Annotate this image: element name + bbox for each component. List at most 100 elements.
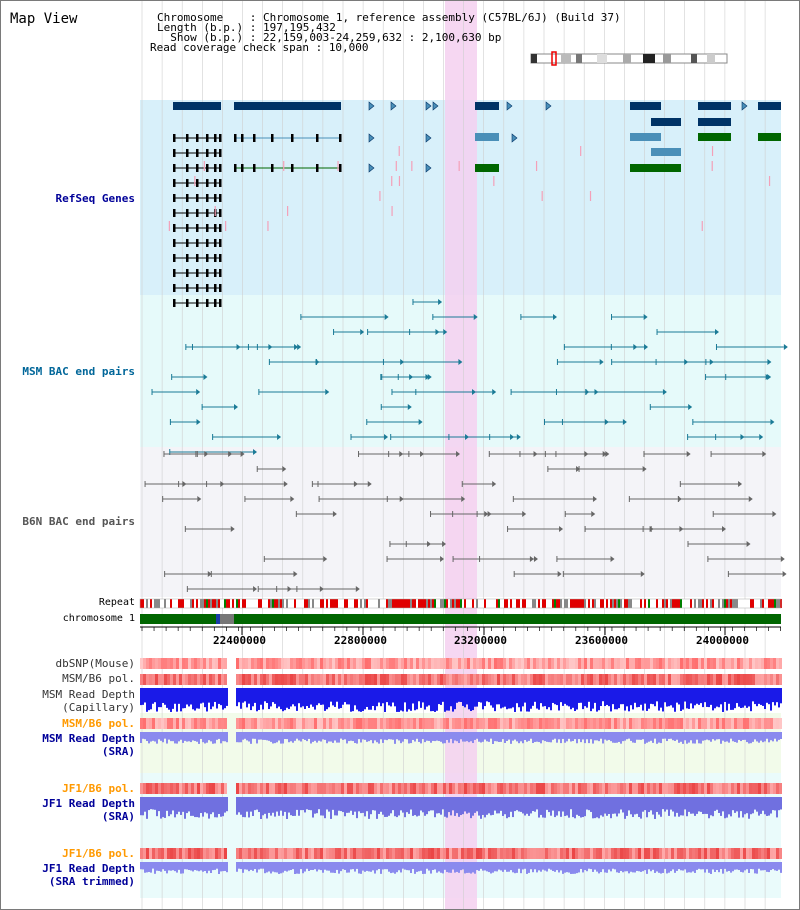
read-depth-bar: [546, 797, 548, 810]
read-depth-bar: [594, 862, 596, 870]
read-depth-bar: [254, 688, 256, 703]
heatmap-cell: [530, 718, 533, 729]
heatmap-cell: [737, 658, 740, 669]
read-depth-bar: [532, 732, 534, 744]
read-depth-bar: [318, 797, 320, 810]
heatmap-cell: [548, 783, 551, 794]
read-depth-bar: [224, 862, 226, 871]
heatmap-cell: [245, 848, 248, 859]
heatmap-cell: [359, 783, 362, 794]
heatmap-cell: [626, 674, 629, 685]
msm-b6-pol-label[interactable]: MSM/B6 pol.: [62, 672, 135, 685]
read-depth-bar: [220, 797, 222, 817]
heatmap-cell: [752, 848, 755, 859]
jf1-b6-pol-label[interactable]: JF1/B6 pol.: [62, 782, 135, 795]
read-depth-bar: [702, 688, 704, 708]
jf1-read-depth-trimmed-label[interactable]: JF1 Read Depth (SRA trimmed): [42, 862, 135, 888]
heatmap-cell: [575, 848, 578, 859]
msm-b6-pol-sra-label[interactable]: MSM/B6 pol.: [62, 717, 135, 730]
heatmap-cell: [659, 658, 662, 669]
read-depth-bar: [536, 732, 538, 742]
jf1-read-depth-sra-label[interactable]: JF1 Read Depth (SRA): [42, 797, 135, 823]
chromosome-info-line: Chromosome : Chromosome 1, reference ass…: [157, 12, 621, 23]
repeat-mark: [186, 599, 188, 608]
heatmap-cell: [605, 718, 608, 729]
msm-read-depth-capillary-label[interactable]: MSM Read Depth (Capillary): [42, 688, 135, 714]
heatmap-cell: [173, 674, 176, 685]
heatmap-cell: [518, 718, 521, 729]
read-depth-bar: [180, 688, 182, 712]
read-depth-bar: [364, 688, 366, 710]
gene-exon: [173, 224, 176, 232]
read-depth-bar: [316, 732, 318, 743]
read-depth-bar: [526, 732, 528, 742]
read-depth-bar: [456, 732, 458, 742]
heatmap-cell: [617, 718, 620, 729]
heatmap-cell: [197, 783, 200, 794]
read-depth-bar: [692, 688, 694, 709]
repeat-mark: [304, 599, 306, 608]
heatmap-cell: [464, 658, 467, 669]
read-depth-bar: [522, 862, 524, 870]
heatmap-cell: [323, 674, 326, 685]
bac-pair-arrow: [196, 389, 201, 395]
read-depth-bar: [416, 797, 418, 817]
b6n-bac-end-pairs-label[interactable]: B6N BAC end pairs: [22, 515, 135, 528]
ideogram-band: [561, 54, 571, 63]
read-depth-bar: [776, 732, 778, 742]
read-depth-bar: [700, 732, 702, 744]
read-depth-bar: [490, 862, 492, 874]
heatmap-cell: [203, 848, 206, 859]
repeat-mark: [318, 599, 320, 608]
read-depth-bar: [522, 797, 524, 814]
read-depth-bar: [284, 797, 286, 812]
read-depth-bar: [770, 688, 772, 711]
read-depth-bar: [212, 797, 214, 813]
read-depth-bar: [648, 797, 650, 813]
refseq-genes-label[interactable]: RefSeq Genes: [55, 192, 135, 205]
repeat-mark: [732, 599, 734, 608]
heatmap-cell: [635, 658, 638, 669]
read-depth-bar: [144, 862, 146, 873]
read-depth-bar: [764, 732, 766, 742]
read-depth-bar: [422, 862, 424, 874]
read-depth-bar: [678, 688, 680, 705]
read-depth-bar: [288, 732, 290, 743]
read-depth-bar: [150, 688, 152, 710]
repeat-mark: [698, 599, 700, 608]
read-depth-bar: [154, 688, 156, 703]
read-depth-bar: [650, 732, 652, 741]
msm-bac-end-pairs-label[interactable]: MSM BAC end pairs: [22, 365, 135, 378]
read-depth-bar: [408, 797, 410, 814]
dbsnp-label[interactable]: dbSNP(Mouse): [55, 657, 135, 670]
heatmap-cell: [308, 658, 311, 669]
read-depth-bar: [268, 732, 270, 741]
heatmap-cell: [425, 718, 428, 729]
jf1-b6-pol-2-label[interactable]: JF1/B6 pol.: [62, 847, 135, 860]
heatmap-cell: [743, 658, 746, 669]
heatmap-cell: [398, 674, 401, 685]
read-depth-bar: [768, 732, 770, 743]
heatmap-cell: [458, 658, 461, 669]
heatmap-cell: [380, 848, 383, 859]
heatmap-cell: [296, 848, 299, 859]
bac-pair-arrow: [400, 359, 405, 365]
repeat-mark: [530, 599, 532, 608]
read-depth-bar: [256, 688, 258, 712]
read-depth-bar: [624, 797, 626, 819]
repeat-mark: [662, 599, 664, 608]
read-depth-bar: [272, 732, 274, 744]
heatmap-cell: [350, 718, 353, 729]
read-depth-bar: [732, 862, 734, 872]
heatmap-cell: [395, 783, 398, 794]
heatmap-cell: [527, 848, 530, 859]
read-depth-bar: [574, 732, 576, 740]
heatmap-cell: [389, 783, 392, 794]
read-depth-bar: [366, 732, 368, 742]
read-depth-bar: [716, 732, 718, 740]
heatmap-cell: [347, 718, 350, 729]
msm-read-depth-sra-label[interactable]: MSM Read Depth (SRA): [42, 732, 135, 758]
heatmap-cell: [350, 848, 353, 859]
read-depth-bar: [460, 862, 462, 871]
